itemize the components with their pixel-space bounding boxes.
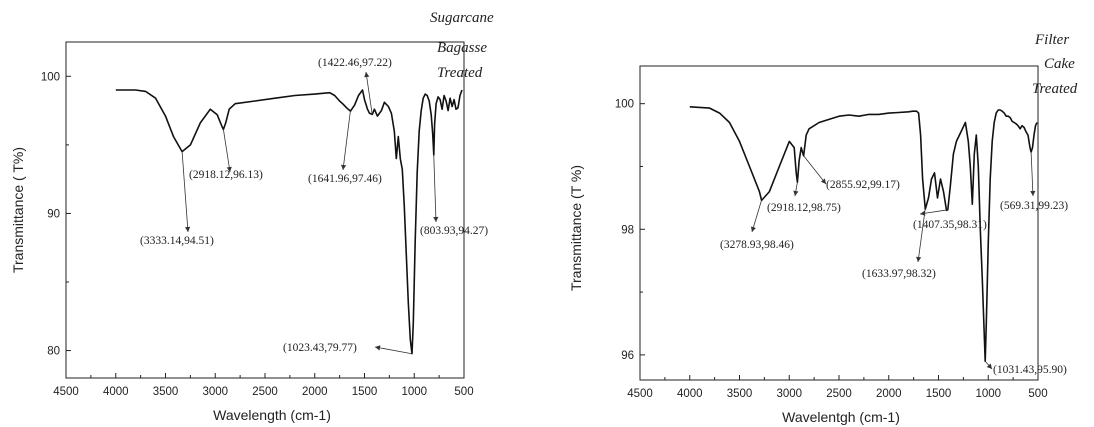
x-tick-label: 1000 bbox=[401, 386, 427, 398]
annotation-leader-line bbox=[751, 200, 762, 233]
chart-sugarcane-bagasse: 4500 4000 3500 3000 2500 2000 1500 1000 500 80 90… bbox=[10, 10, 494, 423]
peak-annotations: (3333.14,94.51) (2918.12,96.13) (1641.96,9… bbox=[140, 57, 488, 355]
annotation-leader-line bbox=[1030, 152, 1034, 197]
annotation-arrowhead bbox=[920, 210, 926, 216]
annotation-arrowhead bbox=[341, 164, 347, 170]
annotation-arrowhead bbox=[916, 256, 922, 262]
annotation-arrowhead bbox=[375, 345, 381, 351]
title-line-1: Filter bbox=[1034, 32, 1069, 48]
annotation-leader-line bbox=[342, 111, 351, 171]
annotation-arrowhead bbox=[1030, 190, 1036, 196]
chart-filter-cake: 4500 4000 3500 3000 2500 2000 1500 1000 500 96 98… bbox=[568, 32, 1078, 425]
annotation-arrowhead bbox=[364, 72, 370, 78]
annotation-leader-line bbox=[917, 209, 926, 263]
annotation-arrowhead bbox=[433, 216, 439, 222]
y-axis-label: Transmittance (T %) bbox=[568, 165, 584, 291]
x-tick-label: 2000 bbox=[876, 388, 902, 400]
annotation-leader-line bbox=[223, 129, 231, 173]
title-line-3: Treated bbox=[437, 65, 483, 81]
title-line-2: Bagasse bbox=[437, 40, 487, 56]
annotation-leader-line bbox=[374, 346, 412, 355]
annotation-arrowhead bbox=[793, 190, 799, 196]
annotation-label: (2918.12,98.75) bbox=[767, 202, 841, 214]
annotation-label: (1407.35,98.31) bbox=[913, 219, 987, 231]
annotation-label: (1641.96,97.46) bbox=[308, 173, 382, 185]
annotation-label: (1422.46,97.22) bbox=[318, 57, 392, 69]
annotation-leader-line bbox=[365, 71, 373, 115]
x-tick-label: 2500 bbox=[826, 388, 852, 400]
x-tick-label: 4500 bbox=[627, 388, 653, 400]
annotation-arrowhead bbox=[986, 363, 992, 369]
x-axis-label: Wavelength (cm-1) bbox=[213, 407, 331, 423]
y-axis-label: Transmittance ( T%) bbox=[10, 147, 26, 273]
annotation-leader-line bbox=[803, 155, 827, 185]
peak-annotations: (3278.93,98.46) (2918.12,98.75) (2855.92,9… bbox=[720, 152, 1068, 376]
y-tick-label: 96 bbox=[621, 350, 634, 362]
annotation-arrowhead bbox=[750, 226, 756, 232]
annotation-label: (1023.43,79.77) bbox=[283, 342, 357, 354]
y-tick-label: 100 bbox=[41, 71, 60, 83]
annotation-label: (2855.92,99.17) bbox=[826, 179, 900, 191]
annotation-label: (1031.43,95.90) bbox=[993, 364, 1067, 376]
x-tick-label: 3000 bbox=[202, 386, 228, 398]
annotation-leader-line bbox=[181, 151, 189, 233]
annotation-label: (2918.12,96.13) bbox=[189, 169, 263, 181]
y-tick-label: 90 bbox=[47, 208, 60, 220]
annotation-arrowhead bbox=[226, 166, 232, 172]
annotation-label: (3333.14,94.51) bbox=[140, 235, 214, 247]
annotation-label: (569.31,99.23) bbox=[1000, 200, 1068, 212]
x-tick-label: 4000 bbox=[677, 388, 703, 400]
y-axis: 80 90 100 bbox=[41, 71, 71, 358]
x-tick-label: 4000 bbox=[103, 386, 129, 398]
x-tick-label: 500 bbox=[454, 386, 473, 398]
annotation-arrowhead bbox=[185, 226, 191, 232]
title-line-1: Sugarcane bbox=[430, 10, 494, 26]
y-axis: 96 98 100 bbox=[615, 99, 645, 362]
x-tick-label: 1500 bbox=[926, 388, 952, 400]
annotation-label: (1633.97,98.32) bbox=[862, 268, 936, 280]
x-tick-label: 3000 bbox=[776, 388, 802, 400]
spectrum-line bbox=[689, 106, 1038, 362]
x-axis: 4500 4000 3500 3000 2500 2000 1500 1000 500 bbox=[53, 373, 474, 398]
y-tick-label: 100 bbox=[615, 99, 634, 111]
x-tick-label: 1500 bbox=[352, 386, 378, 398]
annotation-leader-line bbox=[433, 154, 437, 223]
annotation-label: (3278.93,98.46) bbox=[720, 239, 794, 251]
annotation-label: (803.93,94.27) bbox=[420, 225, 488, 237]
title-line-2: Cake bbox=[1044, 56, 1075, 72]
x-axis-label: Wavelentgh (cm-1) bbox=[782, 409, 900, 425]
x-tick-label: 500 bbox=[1028, 388, 1047, 400]
annotation-arrowhead bbox=[820, 178, 826, 184]
x-tick-label: 2000 bbox=[302, 386, 328, 398]
y-tick-label: 80 bbox=[47, 346, 60, 358]
x-axis: 4500 4000 3500 3000 2500 2000 1500 1000 500 bbox=[627, 375, 1048, 400]
spectrum-line bbox=[115, 89, 463, 355]
x-tick-label: 3500 bbox=[727, 388, 753, 400]
x-tick-label: 1000 bbox=[975, 388, 1001, 400]
title-line-3: Treated bbox=[1032, 81, 1078, 97]
x-tick-label: 2500 bbox=[252, 386, 278, 398]
x-tick-label: 4500 bbox=[53, 386, 79, 398]
y-tick-label: 98 bbox=[621, 224, 634, 236]
x-tick-label: 3500 bbox=[153, 386, 179, 398]
